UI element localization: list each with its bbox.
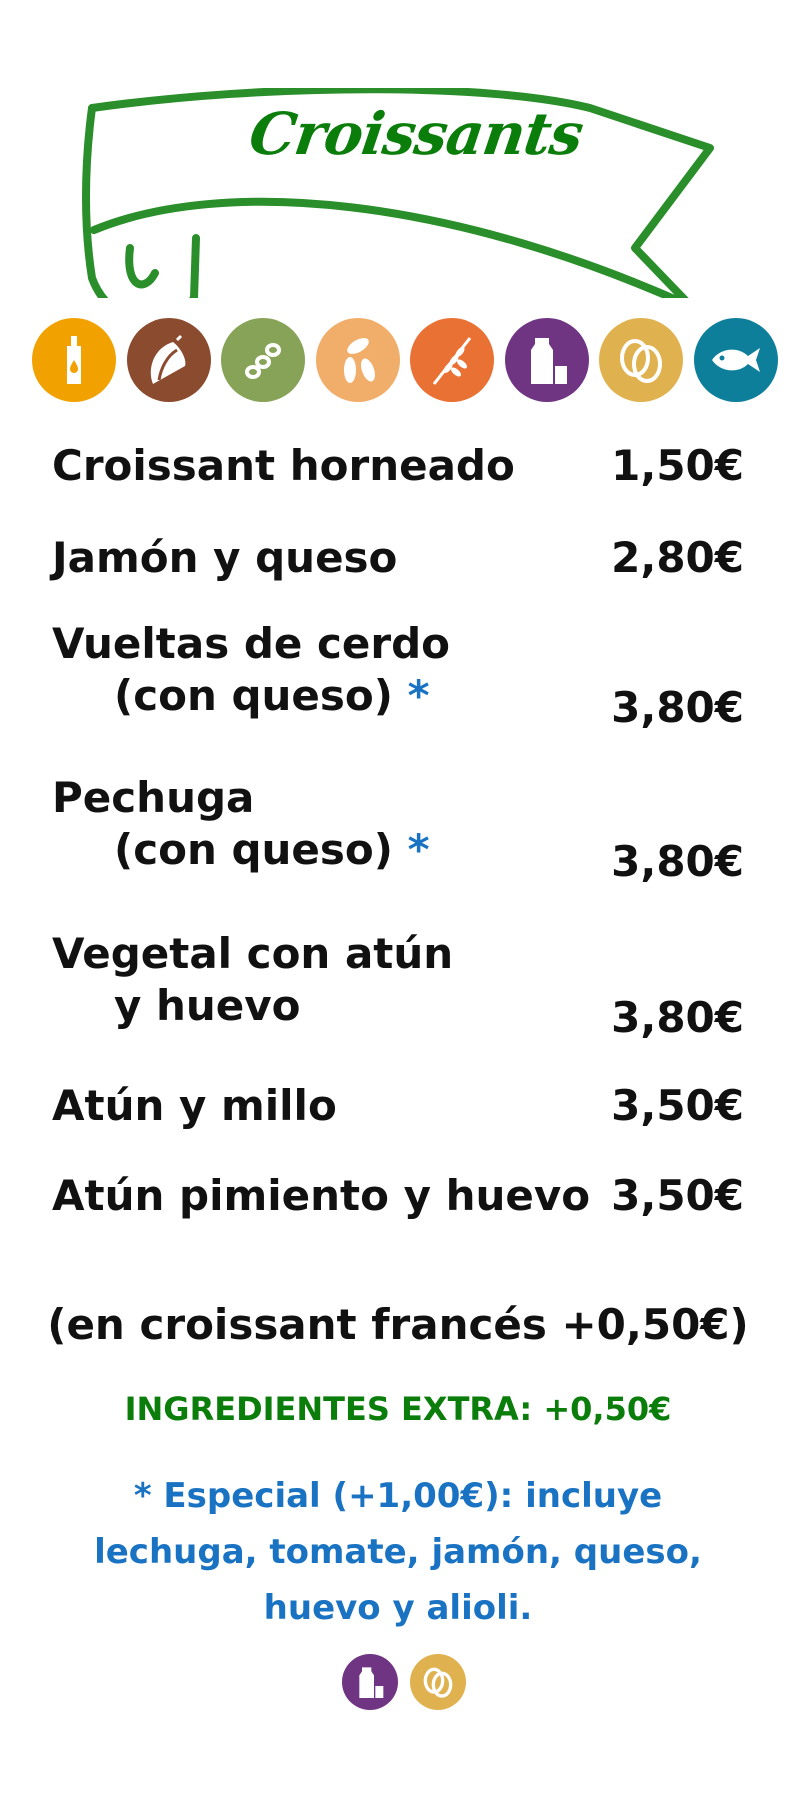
menu-item: Atún y millo 3,50€ (52, 1081, 744, 1130)
mustard-icon (32, 318, 116, 402)
menu-item: Croissant horneado 1,50€ (52, 441, 744, 490)
page-title: Croissants (245, 100, 587, 168)
soy-icon (221, 318, 306, 402)
price: 3,50€ (611, 1081, 744, 1130)
menu-item: Vueltas de cerdo (con queso) * 3,80€ (52, 619, 744, 732)
milk-icon (504, 318, 589, 402)
price: 3,80€ (611, 993, 744, 1042)
fish-icon (693, 318, 778, 402)
french-croissant-note: (en croissant francés +0,50€) (47, 1300, 749, 1349)
menu-item: Atún pimiento y huevo 3,50€ (52, 1171, 744, 1220)
price: 3,80€ (611, 683, 744, 732)
special-note: * Especial (+1,00€): incluye lechuga, to… (94, 1476, 702, 1628)
extra-ingredients-note: INGREDIENTES EXTRA: +0,50€ (124, 1390, 672, 1428)
nuts-icon (126, 318, 211, 402)
gluten-icon (410, 318, 495, 402)
price: 3,80€ (611, 837, 744, 886)
menu-item: Vegetal con atún y huevo 3,80€ (52, 929, 744, 1042)
sesame-icon (315, 318, 400, 402)
price: 2,80€ (611, 533, 744, 582)
price: 3,50€ (611, 1171, 744, 1220)
milk-icon (342, 1654, 398, 1710)
menu-item: Jamón y queso 2,80€ (52, 533, 744, 582)
egg-icon (599, 318, 684, 402)
title-banner (82, 88, 714, 298)
price: 1,50€ (611, 441, 744, 490)
egg-icon (410, 1654, 466, 1710)
special-allergen-icons (342, 1654, 466, 1710)
allergen-icons (32, 318, 778, 402)
menu-item: Pechuga (con queso) * 3,80€ (52, 773, 744, 886)
